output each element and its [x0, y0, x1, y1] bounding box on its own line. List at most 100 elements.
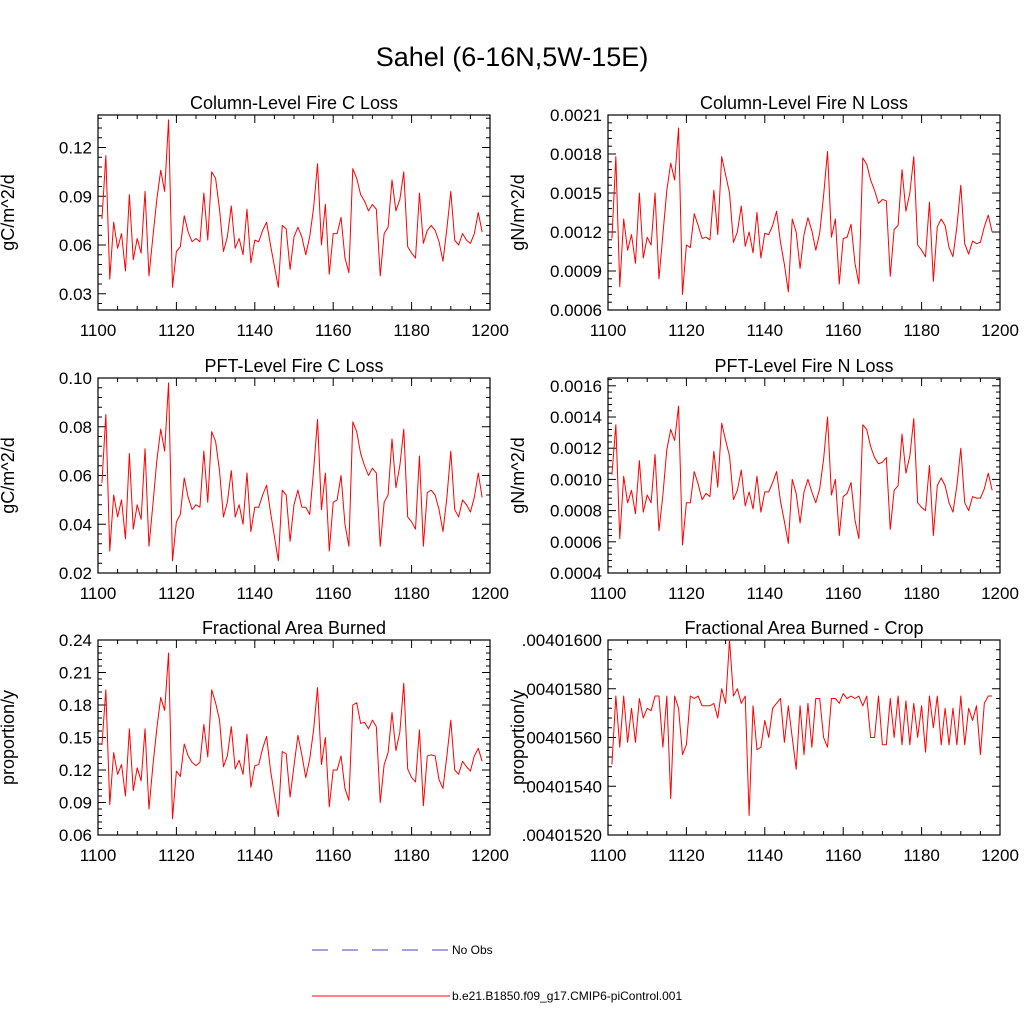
y-tick-label: 0.04 [59, 515, 92, 534]
y-tick-label: 0.0012 [550, 223, 602, 242]
panel-title: PFT-Level Fire C Loss [204, 356, 383, 376]
y-tick-label: 0.02 [59, 564, 92, 583]
x-tick-label: 1120 [158, 584, 195, 603]
y-tick-label: 0.0009 [550, 262, 602, 281]
y-tick-label: 0.12 [59, 761, 92, 780]
x-tick-label: 1140 [747, 584, 784, 603]
y-tick-label: 0.12 [59, 139, 92, 158]
y-tick-label: .00401580 [522, 680, 602, 699]
x-tick-label: 1200 [471, 321, 509, 340]
plot-frame [97, 639, 491, 836]
panel-title: Fractional Area Burned [202, 618, 386, 638]
x-tick-label: 1100 [590, 846, 627, 865]
series-line [101, 652, 483, 820]
y-tick-label: 0.0006 [550, 533, 602, 552]
x-tick-label: 1200 [471, 584, 509, 603]
y-tick-label: .00401600 [522, 631, 602, 650]
panels: Column-Level Fire C Loss 1100 1120 1140 1160… [0, 93, 1019, 865]
series-line [611, 405, 993, 546]
y-tick-label: 0.0021 [550, 106, 602, 125]
x-tick-label: 1140 [747, 846, 784, 865]
panel-3: PFT-Level Fire C Loss 1100 1120 1140 1160 118… [0, 356, 509, 603]
y-axis-label: gC/m^2/d [0, 437, 18, 513]
plot-frame [607, 114, 1001, 311]
y-tick-label: 0.10 [59, 369, 92, 388]
panel-5: Fractional Area Burned 1100 1120 1140 1160 11… [0, 618, 509, 865]
y-tick-label: 0.06 [59, 467, 92, 486]
x-tick-label: 1160 [825, 846, 862, 865]
x-tick-label: 1140 [747, 321, 784, 340]
panel-1: Column-Level Fire C Loss 1100 1120 1140 1160… [0, 93, 509, 340]
y-tick-label: .00401520 [522, 826, 602, 845]
y-tick-label: 0.0014 [550, 408, 602, 427]
panel-title: Column-Level Fire C Loss [190, 93, 398, 113]
y-axis-label: proportion/y [508, 690, 528, 785]
y-tick-label: 0.0015 [550, 184, 602, 203]
y-tick-label: 0.0012 [550, 439, 602, 458]
x-tick-label: 1160 [825, 321, 862, 340]
legend-label-picontrol: b.e21.B1850.f09_g17.CMIP6-piControl.001 [452, 989, 682, 1003]
x-tick-label: 1120 [668, 584, 705, 603]
x-tick-label: 1120 [668, 846, 705, 865]
y-tick-label: 0.08 [59, 418, 92, 437]
legend-label-no-obs: No Obs [452, 943, 493, 957]
y-tick-label: 0.0010 [550, 470, 602, 489]
y-axis-label: gN/m^2/d [508, 437, 528, 513]
plot-frame [607, 639, 1001, 836]
x-tick-label: 1160 [315, 321, 352, 340]
y-axis-label: gC/m^2/d [0, 174, 18, 250]
x-tick-label: 1200 [981, 321, 1019, 340]
y-tick-label: 0.0016 [550, 377, 602, 396]
series-line [101, 119, 483, 288]
x-tick-label: 1180 [393, 321, 430, 340]
y-axis-label: proportion/y [0, 690, 18, 785]
panel-4: PFT-Level Fire N Loss 1100 1120 1140 1160 118… [508, 356, 1019, 603]
panel-title: PFT-Level Fire N Loss [714, 356, 893, 376]
plot-frame [97, 114, 491, 311]
x-tick-label: 1200 [981, 846, 1019, 865]
x-tick-label: 1100 [590, 584, 627, 603]
x-tick-label: 1120 [158, 321, 195, 340]
x-tick-label: 1160 [315, 846, 352, 865]
x-tick-label: 1120 [668, 321, 705, 340]
y-tick-label: 0.0008 [550, 502, 602, 521]
x-tick-label: 1100 [80, 321, 117, 340]
panel-6: Fractional Area Burned - Crop 1100 1120 114… [508, 618, 1019, 865]
panel-2: Column-Level Fire N Loss 1100 1120 1140 1160… [508, 93, 1019, 340]
y-tick-label: 0.09 [59, 187, 92, 206]
x-tick-label: 1200 [981, 584, 1019, 603]
x-tick-label: 1160 [825, 584, 862, 603]
x-tick-label: 1200 [471, 846, 509, 865]
series-line [611, 127, 993, 295]
x-tick-label: 1180 [393, 584, 430, 603]
x-tick-label: 1140 [237, 846, 274, 865]
x-tick-label: 1100 [80, 846, 117, 865]
x-tick-label: 1100 [80, 584, 117, 603]
y-tick-label: .00401540 [522, 777, 602, 796]
plot-frame [607, 377, 1001, 574]
series-line [101, 382, 483, 562]
y-tick-label: 0.0004 [550, 564, 602, 583]
y-tick-label: 0.0006 [550, 301, 602, 320]
y-tick-label: 0.15 [59, 729, 92, 748]
x-tick-label: 1180 [903, 321, 940, 340]
panel-title: Column-Level Fire N Loss [700, 93, 908, 113]
y-axis-label: gN/m^2/d [508, 174, 528, 250]
figure-title: Sahel (6-16N,5W-15E) [376, 42, 649, 72]
x-tick-label: 1180 [393, 846, 430, 865]
x-tick-label: 1140 [237, 584, 274, 603]
legend: No Obs b.e21.B1850.f09_g17.CMIP6-piContr… [312, 943, 682, 1003]
y-tick-label: 0.06 [59, 826, 92, 845]
y-tick-label: 0.03 [59, 285, 92, 304]
x-tick-label: 1120 [158, 846, 195, 865]
y-tick-label: 0.24 [59, 631, 92, 650]
y-tick-label: 0.06 [59, 236, 92, 255]
panel-title: Fractional Area Burned - Crop [684, 618, 923, 638]
y-tick-label: 0.09 [59, 794, 92, 813]
y-tick-label: 0.21 [59, 664, 92, 683]
x-tick-label: 1100 [590, 321, 627, 340]
y-tick-label: .00401560 [522, 729, 602, 748]
x-tick-label: 1160 [315, 584, 352, 603]
y-tick-label: 0.0018 [550, 145, 602, 164]
